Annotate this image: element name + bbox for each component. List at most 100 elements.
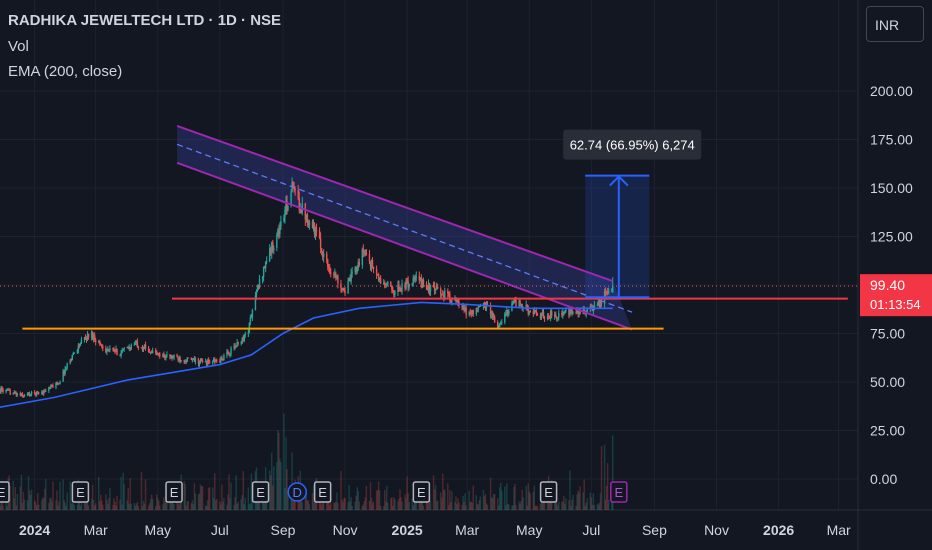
candle-body [22, 395, 25, 397]
volume-bar [497, 498, 499, 510]
candle-body [30, 391, 33, 395]
volume-bar [532, 492, 535, 510]
volume-bar [62, 479, 64, 510]
candle-body [412, 277, 414, 284]
candle-body [100, 343, 102, 345]
candle-body [155, 350, 157, 353]
volume-bar [50, 497, 52, 510]
candle-body [478, 305, 481, 307]
candle-body [548, 317, 551, 319]
volume-bar [378, 490, 381, 510]
x-axis[interactable]: 2024 Mar May Jul Sep Nov 2025 Mar May Jul Sep Nov 20… [19, 522, 851, 538]
volume-bar [205, 505, 208, 510]
volume-bar [171, 501, 173, 510]
volume-bar [269, 470, 271, 510]
candle-body [228, 352, 230, 356]
event-marker-earnings: E [251, 481, 270, 503]
volume-bar [106, 499, 108, 510]
candle-body [193, 358, 196, 362]
volume-bar [14, 486, 16, 510]
x-tick-label: May [516, 522, 542, 538]
volume-bar [472, 485, 474, 510]
y-tick-label: 50.00 [870, 374, 905, 390]
volume-bar [85, 498, 88, 510]
candle-body [543, 317, 546, 319]
candle-body [23, 394, 26, 397]
volume-bar [483, 496, 486, 510]
candle-body [547, 315, 550, 318]
volume-bar [207, 487, 210, 510]
volume-bar [177, 503, 179, 510]
volume-bar [539, 503, 542, 510]
volume-bar [236, 503, 238, 510]
volume-bar [398, 498, 400, 510]
candle-body [251, 310, 254, 318]
volume-bar [486, 504, 489, 510]
x-tick-label: 2025 [392, 522, 423, 538]
volume-bar [464, 493, 466, 510]
candle-body [312, 224, 315, 228]
candle-body [533, 309, 536, 315]
candle-body [506, 310, 508, 314]
volume-bar [312, 485, 315, 510]
candle-body [279, 227, 281, 235]
volume-bar [426, 497, 429, 510]
volume-bar [243, 504, 245, 510]
volume-bar [435, 501, 438, 510]
event-marker-dividend: D [287, 482, 307, 502]
candle-body [200, 360, 203, 362]
candle-body [215, 360, 217, 362]
candle-body [272, 241, 274, 251]
y-tick-label: 0.00 [870, 471, 897, 487]
volume-bar [451, 491, 453, 510]
candle-body [127, 346, 129, 349]
candle-body [179, 357, 181, 362]
candle-body [173, 354, 175, 358]
candle-body [336, 276, 338, 278]
candle-body [375, 269, 378, 275]
volume-bar [368, 500, 371, 510]
currency-button[interactable]: INR [866, 6, 924, 42]
candle-body [600, 301, 603, 304]
candle-body [162, 354, 164, 357]
volume-bar [372, 501, 375, 510]
event-marker-earnings: E [539, 481, 558, 503]
candle-body [151, 350, 154, 354]
volume-bar [112, 504, 114, 510]
candle-body [596, 304, 599, 306]
volume-bar [335, 501, 337, 510]
candle-body [372, 266, 375, 270]
volume-bar [284, 487, 286, 510]
candle-body [286, 201, 288, 211]
candle-body [14, 392, 16, 394]
volume-bar [247, 487, 250, 510]
volume-bar [557, 505, 559, 510]
candle-body [156, 352, 158, 356]
volume-bar [542, 499, 545, 510]
volume-bar [476, 504, 479, 510]
volume-bar [563, 495, 565, 510]
candle-body [349, 278, 351, 282]
volume-bar [66, 492, 68, 510]
x-tick-label: Sep [270, 522, 295, 538]
event-letter: E [544, 485, 553, 500]
ema-legend[interactable]: EMA (200, close) [8, 63, 123, 80]
volume-bar [568, 500, 570, 510]
volume-bar [391, 497, 393, 510]
volume-bar [76, 505, 79, 510]
candle-body [223, 355, 225, 361]
volume-bar [270, 475, 272, 510]
volume-bar [186, 501, 188, 510]
candle-body [378, 278, 381, 280]
volume-bar [91, 484, 94, 510]
overlays: 99.40 01:13:54 62.74 (66.95%) 6,274 [563, 129, 932, 317]
candle-body [515, 300, 517, 307]
x-tick-label: Sep [642, 522, 667, 538]
volume-bar [221, 484, 223, 510]
volume-legend[interactable]: Vol [8, 38, 29, 55]
volume-bar [176, 497, 178, 510]
candle-body [361, 249, 364, 265]
volume-bar [44, 488, 46, 510]
candle-body [35, 391, 38, 396]
